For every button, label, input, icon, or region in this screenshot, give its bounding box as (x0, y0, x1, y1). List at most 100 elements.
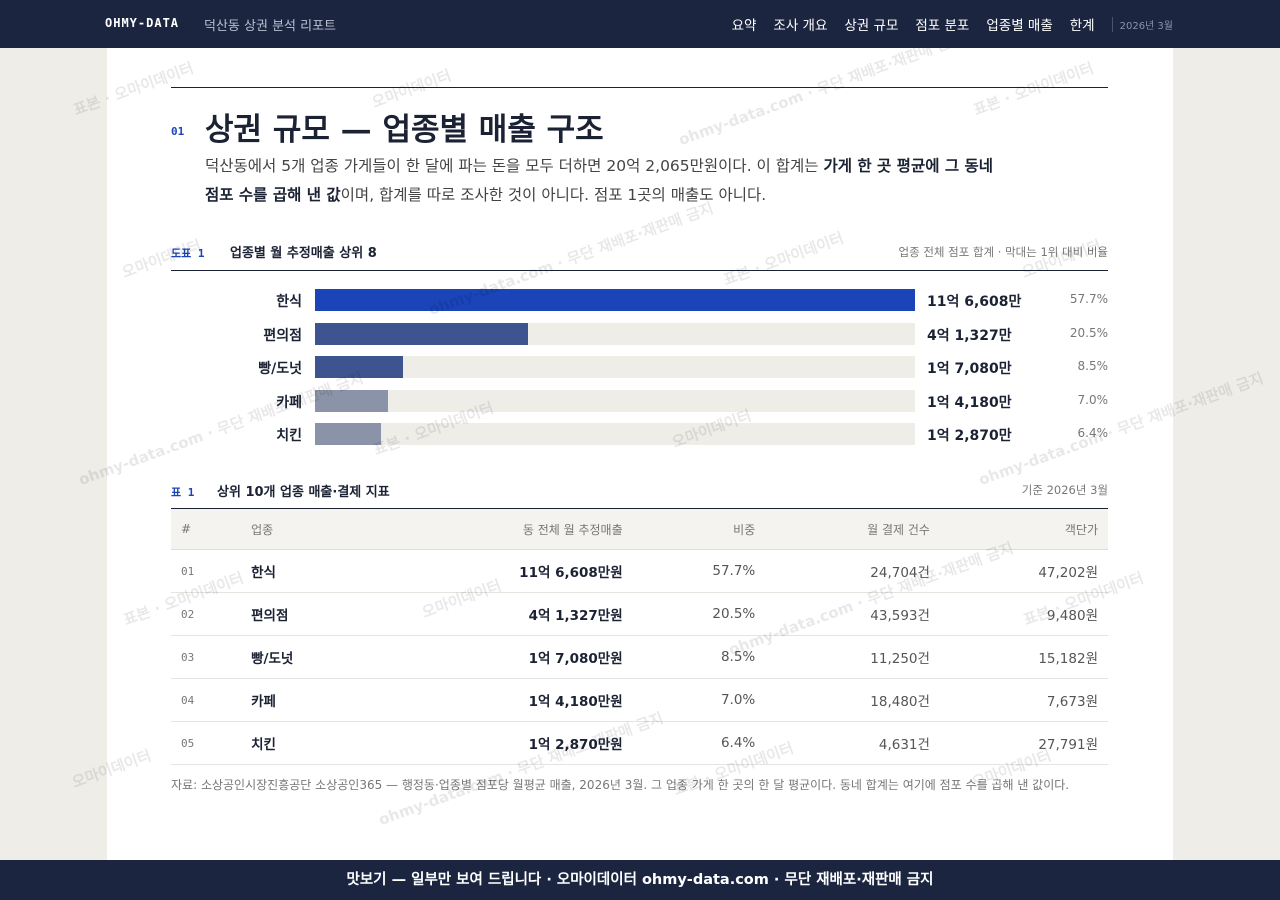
bar-row: 빵/도넛 1억 7,080만 8.5% (171, 356, 1108, 378)
table-cell: 1억 4,180만원 (372, 678, 633, 722)
bar-category: 카페 (276, 394, 302, 411)
lead-text: 덕산동에서 5개 업종 가게들이 한 달에 파는 돈을 모두 더하면 20억 2… (205, 157, 824, 175)
table-cell: 20.5% (632, 592, 766, 636)
lead-text: 가게 한 곳 평균에 그 동네 점포 수를 곱해 낸 값 (205, 157, 994, 204)
nav-link[interactable]: 한계 (1069, 18, 1095, 34)
table-cell: 11,250건 (765, 635, 940, 679)
bar-row: 편의점 4억 1,327만 20.5% (171, 322, 1108, 345)
bar-track (315, 289, 915, 311)
bar (315, 289, 915, 311)
table-cell: 9,480원 (939, 592, 1108, 636)
table-cell: 4억 1,327만원 (372, 592, 633, 636)
table-cell: 카페 (241, 678, 373, 722)
nav-link[interactable]: 업종별 매출 (986, 18, 1053, 34)
table-cell: 05 (171, 721, 242, 765)
bar-row: 치킨 1억 2,870만 6.4% (171, 423, 1108, 445)
bar-share: 8.5% (1077, 359, 1109, 373)
bar-category: 한식 (276, 294, 302, 310)
bar-track (315, 389, 915, 412)
table-cell: 24,704건 (765, 549, 940, 593)
brand[interactable]: OHMY-DATA (105, 16, 180, 30)
column-header: 객단가 (939, 508, 1108, 550)
table-title: 상위 10개 업종 매출·결제 지표 (217, 485, 390, 500)
table-cell: 57.7% (632, 549, 766, 593)
table-cell: 1억 7,080만원 (372, 635, 633, 679)
nav-link[interactable]: 조사 개요 (773, 18, 828, 34)
bar-track (315, 423, 915, 445)
section-number: 01 (171, 125, 185, 138)
table-cell: 치킨 (241, 721, 373, 765)
table-row: 04 카페 1억 4,180만원 7.0% 18,480건 7,673원 (171, 678, 1108, 722)
figure-label: 도표 1 (171, 247, 205, 260)
table-cell: 7.0% (632, 678, 766, 722)
table-cell: 7,673원 (939, 678, 1108, 722)
table-cell: 8.5% (632, 635, 766, 679)
table-cell: 04 (171, 678, 242, 722)
column-header: 업종 (241, 508, 373, 550)
bar-category: 치킨 (276, 428, 302, 444)
nav-links: 요약 조사 개요 상권 규모 점포 분포 업종별 매출 한계 2026년 3월 (732, 14, 1173, 34)
column-header: 월 결제 건수 (765, 508, 940, 550)
table-cell: 4,631건 (765, 721, 940, 765)
table-row: 02 편의점 4억 1,327만원 20.5% 43,593건 9,480원 (171, 592, 1108, 636)
table-cell: 43,593건 (765, 592, 940, 636)
table-cell: 11억 6,608만원 (372, 549, 633, 593)
nav-link[interactable]: 상권 규모 (844, 18, 899, 34)
bar-value-label: 11억 6,608만 (927, 294, 1022, 310)
lead-paragraph: 덕산동에서 5개 업종 가게들이 한 달에 파는 돈을 모두 더하면 20억 2… (205, 152, 1005, 210)
lead-text: 이며, 합계를 따로 조사한 것이 아니다. 점포 1곳의 매출도 아니다. (340, 186, 767, 204)
footer-banner: 맛보기 — 일부만 보여 드립니다 · 오마이데이터 ohmy-data.com… (0, 860, 1280, 900)
table-row: 01 한식 11억 6,608만원 57.7% 24,704건 47,202원 (171, 549, 1108, 593)
bar-value-label: 1억 4,180만 (927, 394, 1012, 411)
bar (315, 389, 388, 412)
data-table: # 업종 동 전체 월 추정매출 비중 월 결제 건수 객단가 01 한식 11억 6,608만… (171, 508, 1108, 765)
bar (315, 356, 403, 378)
bar-track (315, 356, 915, 378)
footnote: 자료: 소상공인시장진흥공단 소상공인365 — 행정동·업종별 점포당 월평균… (171, 778, 1070, 792)
bar-row: 한식 11억 6,608만 57.7% (171, 289, 1108, 311)
bar-track (315, 322, 915, 345)
rule (171, 87, 1108, 88)
bar (315, 423, 382, 445)
table-cell: 47,202원 (939, 549, 1108, 593)
table-cell: 01 (171, 549, 242, 593)
table-cell: 빵/도넛 (241, 635, 373, 679)
bar-row: 카페 1억 4,180만 7.0% (171, 389, 1109, 412)
table-cell: 15,182원 (939, 635, 1108, 679)
nav-bar: OHMY-DATA 덕산동 상권 분석 리포트 요약 조사 개요 상권 규모 점포 분… (0, 0, 1280, 48)
column-header: # (171, 508, 242, 550)
table-row: 05 치킨 1억 2,870만원 6.4% 4,631건 27,791원 (171, 721, 1108, 765)
bar-share: 20.5% (1069, 325, 1108, 340)
table-cell: 03 (171, 635, 242, 679)
table-label: 표 1 (171, 486, 195, 499)
table-row: 03 빵/도넛 1억 7,080만원 8.5% 11,250건 15,182원 (171, 635, 1108, 679)
table-cell: 한식 (241, 549, 373, 593)
column-header: 동 전체 월 추정매출 (372, 508, 633, 550)
bar-category: 빵/도넛 (258, 361, 302, 377)
bar-value-label: 1억 2,870만 (927, 428, 1012, 444)
report-card: 01 상권 규모 — 업종별 매출 구조 덕산동에서 5개 업종 가게들이 한 … (107, 48, 1173, 860)
table-cell: 18,480건 (765, 678, 940, 722)
bar-value-label: 4억 1,327만 (927, 327, 1012, 344)
figure-title: 업종별 월 추정매출 상위 8 (230, 246, 377, 261)
bar-value-label: 1억 7,080만 (927, 361, 1012, 377)
section-title: 상권 규모 — 업종별 매출 구조 (205, 112, 604, 148)
report-title: 덕산동 상권 분석 리포트 (204, 19, 336, 34)
table-cell: 1억 2,870만원 (372, 721, 633, 765)
nav-link[interactable]: 점포 분포 (915, 18, 970, 34)
table-note: 기준 2026년 3월 (1021, 483, 1108, 497)
table-cell: 6.4% (632, 721, 766, 765)
table-cell: 02 (171, 592, 242, 636)
bar-category: 편의점 (263, 327, 302, 344)
figure-note: 업종 전체 점포 합계 · 막대는 1위 대비 비율 (898, 245, 1109, 259)
table-cell: 편의점 (241, 592, 373, 636)
table-cell: 27,791원 (939, 721, 1108, 765)
bar-share: 57.7% (1069, 292, 1108, 306)
bar (315, 322, 528, 345)
bar-share: 7.0% (1077, 392, 1109, 407)
bar-share: 6.4% (1077, 426, 1109, 440)
nav-link[interactable]: 요약 (731, 18, 757, 34)
report-date: 2026년 3월 (1111, 16, 1173, 32)
